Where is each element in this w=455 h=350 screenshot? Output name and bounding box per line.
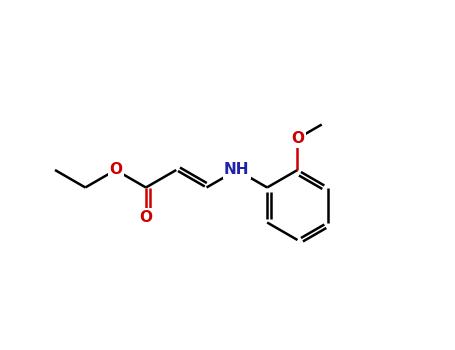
Text: O: O xyxy=(109,162,122,177)
Text: NH: NH xyxy=(224,162,250,177)
Text: O: O xyxy=(291,131,304,146)
Text: O: O xyxy=(139,210,152,225)
